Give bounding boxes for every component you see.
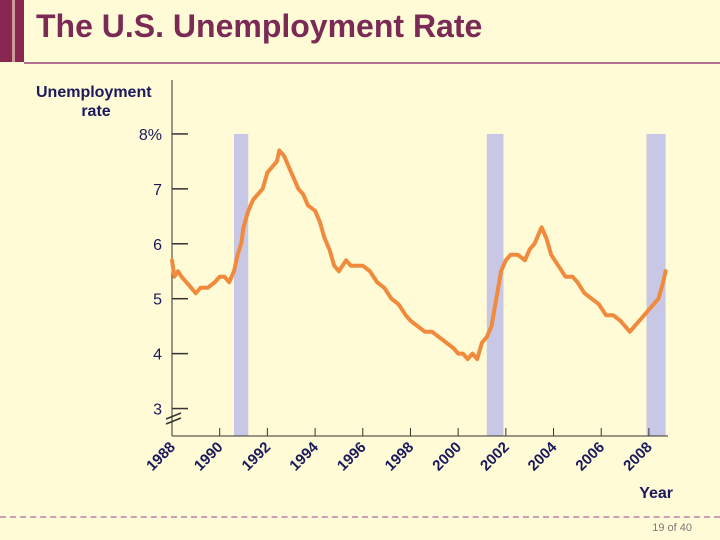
x-tick-label: 1994	[286, 438, 322, 474]
footer-rule	[0, 516, 720, 518]
x-tick-label: 1990	[191, 439, 227, 475]
y-tick-label: 5	[153, 292, 162, 309]
x-tick-label: 2008	[620, 439, 656, 475]
x-tick-label: 1998	[382, 439, 418, 475]
series	[170, 148, 668, 362]
y-tick-label: 4	[153, 347, 162, 364]
y-tick-label: 3	[153, 402, 162, 419]
x-tick-label: 1988	[143, 439, 179, 475]
y-tick-label: 7	[153, 182, 162, 199]
y-tick-label: 8%	[139, 127, 162, 144]
x-tick-label: 2004	[525, 438, 561, 474]
y-axis-title-line2: rate	[81, 103, 110, 120]
y-ticks: 3 4 5 6 7 8%	[139, 127, 188, 419]
axis-break-icon	[165, 412, 182, 425]
x-axis-title: Year	[639, 485, 673, 502]
y-tick-label: 6	[153, 237, 162, 254]
x-ticks: 1988 1990 1992 1994 1996 1998 2000 2002 2004 2006…	[143, 428, 656, 474]
x-tick-label: 1996	[334, 439, 370, 475]
y-axis-title-line1: Unemployment	[36, 84, 152, 101]
unemployment-rate-line	[170, 148, 668, 362]
accent-bar	[0, 0, 24, 62]
title-rule	[24, 62, 720, 64]
recession-band-2	[486, 133, 504, 436]
recession-band-1	[234, 133, 249, 436]
y-axis-title: Unemployment rate	[36, 84, 156, 120]
x-tick-label: 2006	[572, 439, 608, 475]
axes	[165, 80, 668, 437]
recession-bands	[234, 133, 666, 436]
page-number: 19 of 40	[652, 522, 692, 534]
recession-band-3	[646, 133, 666, 436]
x-tick-label: 1992	[239, 439, 275, 475]
x-tick-label: 2000	[429, 439, 465, 475]
slide-title: The U.S. Unemployment Rate	[36, 8, 483, 44]
x-tick-label: 2002	[477, 439, 513, 475]
